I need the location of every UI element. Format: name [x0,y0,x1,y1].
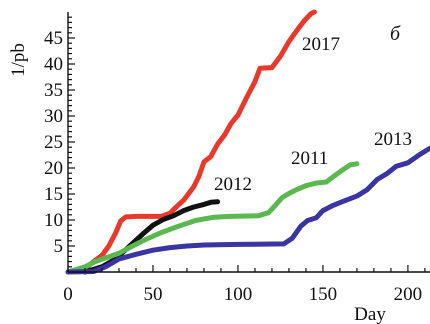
series-label-2011: 2011 [291,148,328,169]
series-line-2017 [65,9,317,275]
x-tick-label: 50 [143,284,162,305]
x-tick-label: 150 [309,284,338,305]
y-tick-label: 5 [54,236,64,257]
x-axis-label: Day [354,304,386,324]
series-labels: 2017 2012 2011 2013 [214,34,412,195]
x-tick-label: 100 [224,284,253,305]
x-tick-label: 0 [63,284,73,305]
y-tick-label: 20 [44,158,63,179]
series-line-2011 [65,161,360,275]
series-label-2017: 2017 [302,34,340,55]
y-tick-label: 45 [44,28,63,49]
x-tick-label: 200 [394,284,423,305]
series-line-2013 [65,145,430,275]
y-axis-label: 1/pb [8,43,29,77]
series-layer [65,9,430,275]
panel-label: б [390,23,401,45]
ticks: 0 50 100 150 200 5 10 15 20 25 30 35 40 45 [44,16,426,305]
y-tick-label: 15 [44,184,63,205]
y-tick-label: 10 [44,210,63,231]
y-tick-label: 40 [44,54,63,75]
series-label-2013: 2013 [374,129,412,150]
y-tick-label: 25 [44,132,63,153]
y-tick-label: 30 [44,106,63,127]
series-label-2012: 2012 [214,174,252,195]
y-tick-label: 35 [44,80,63,101]
